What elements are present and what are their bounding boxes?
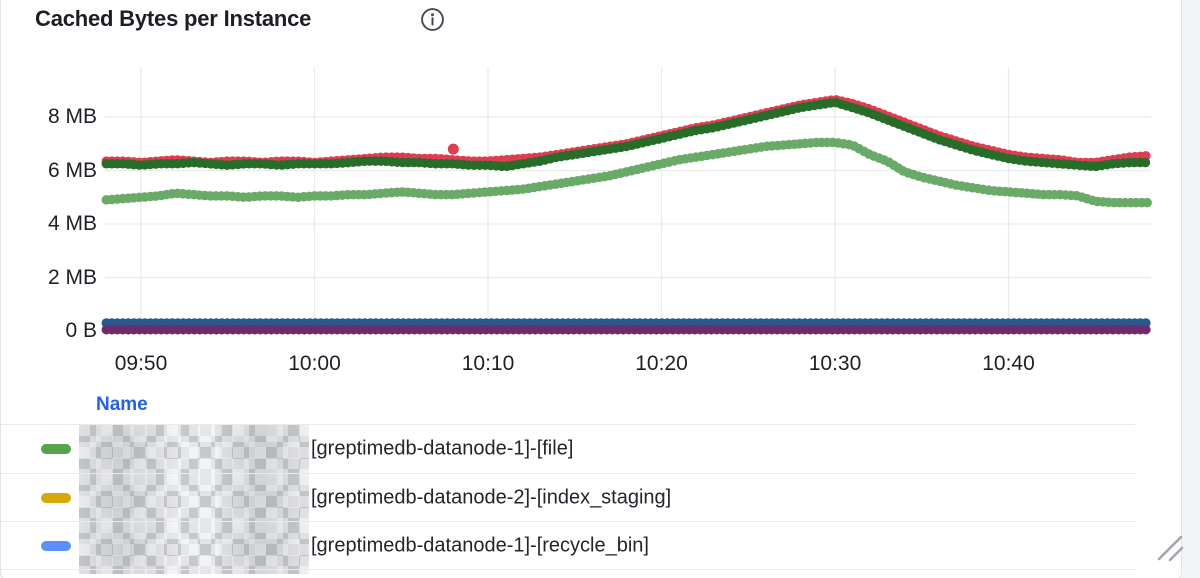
series-light-green-series[interactable] [101, 137, 1153, 208]
outlier-point[interactable] [447, 143, 459, 155]
x-axis-tick-label: 10:20 [635, 352, 688, 375]
chart-area[interactable] [1, 61, 1181, 391]
redacted-text-blur [79, 570, 309, 574]
series-color-swatch [41, 444, 71, 454]
legend-series-label: [greptimedb-datanode-2]-[index_staging] [311, 486, 672, 508]
y-axis-tick-label: 0 B [65, 319, 97, 342]
x-axis-tick-label: 10:40 [982, 352, 1035, 375]
legend-name-header[interactable]: Name [96, 394, 148, 415]
legend-row[interactable] [1, 569, 1135, 574]
chart-plot[interactable] [1, 61, 1181, 391]
legend-series-label: [greptimedb-datanode-1]-[recycle_bin] [311, 534, 649, 556]
y-axis-tick-label: 4 MB [47, 212, 97, 235]
legend-row[interactable]: [greptimedb-datanode-1]-[recycle_bin] [1, 521, 1135, 569]
x-axis-tick-label: 10:30 [808, 352, 862, 375]
legend-table: [greptimedb-datanode-1]-[file] [greptimed… [1, 424, 1135, 574]
legend-row[interactable]: [greptimedb-datanode-1]-[file] [1, 425, 1135, 473]
y-axis-tick-label: 8 MB [47, 105, 97, 128]
panel-resize-handle[interactable] [1155, 533, 1185, 563]
series-color-swatch [41, 493, 71, 503]
panel-title: Cached Bytes per Instance [35, 6, 312, 31]
info-icon[interactable] [420, 7, 445, 32]
legend-row[interactable]: [greptimedb-datanode-2]-[index_staging] [1, 473, 1135, 521]
redacted-text-blur [79, 425, 309, 473]
series-color-swatch [41, 541, 71, 551]
x-axis-tick-label: 10:00 [288, 352, 341, 375]
x-axis-tick-label: 09:50 [114, 352, 168, 375]
redacted-text-blur [79, 474, 309, 521]
y-axis-tick-label: 6 MB [47, 158, 97, 182]
series-dark-green-series[interactable] [101, 97, 1153, 172]
redacted-text-blur [79, 522, 309, 569]
legend-series-label: [greptimedb-datanode-1]-[file] [311, 437, 574, 460]
x-axis-tick-label: 10:10 [461, 352, 515, 375]
y-axis-tick-label: 2 MB [47, 265, 97, 289]
